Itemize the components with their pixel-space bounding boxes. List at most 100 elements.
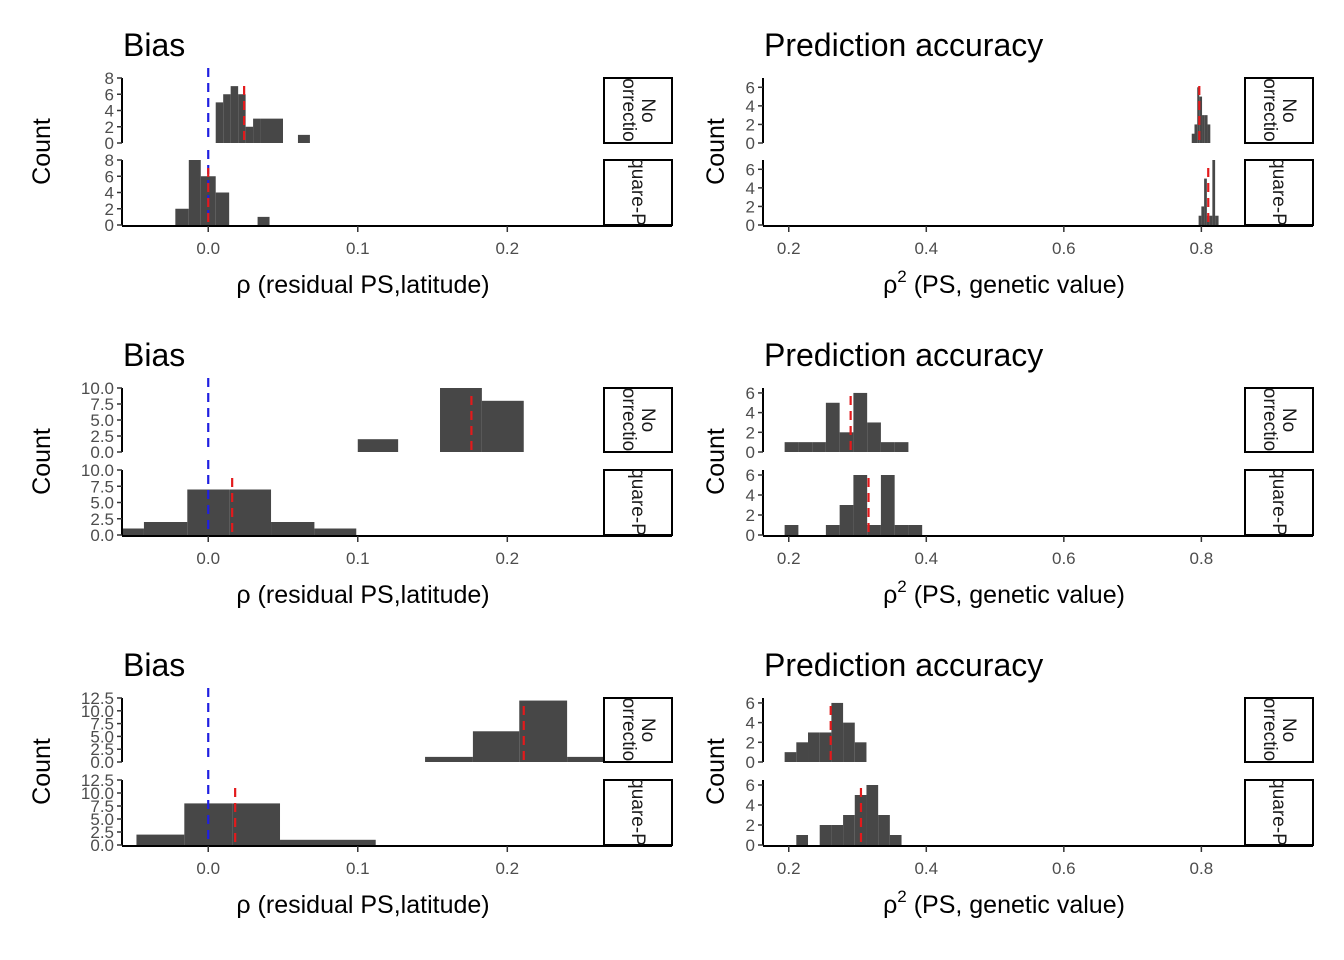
x-tick-label: 0.2 xyxy=(495,239,519,258)
histogram-bar xyxy=(519,700,568,762)
histogram-bar xyxy=(215,192,230,225)
histogram-bar xyxy=(853,392,868,452)
y-tick-label: 4 xyxy=(746,404,755,423)
facet-strip xyxy=(603,159,673,226)
histogram-bar xyxy=(229,489,272,535)
y-tick-label: 8 xyxy=(105,69,114,88)
facet-strip xyxy=(1244,697,1314,763)
y-axis-title: Count xyxy=(28,118,56,185)
facet-strip xyxy=(1244,469,1314,536)
x-tick-label: 0.0 xyxy=(196,239,220,258)
facet-strip xyxy=(603,779,673,846)
histogram-bar xyxy=(223,94,231,143)
histogram-bar xyxy=(825,525,840,535)
y-tick-label: 5.0 xyxy=(90,494,114,513)
facet-strip xyxy=(1244,387,1314,453)
histogram-bar xyxy=(878,815,890,845)
y-tick-label: 4 xyxy=(105,184,114,203)
facet-1: 0.02.55.07.510.012.5 Square-PC xyxy=(81,770,673,855)
histogram-bar xyxy=(297,134,310,143)
y-tick-label: 4 xyxy=(746,179,755,198)
y-tick-label: 2.5 xyxy=(90,427,114,446)
x-tick-label: 0.1 xyxy=(346,549,370,568)
facet-strip-label: Nocorrection xyxy=(1259,378,1299,461)
y-tick-label: 0 xyxy=(746,836,755,855)
histogram-bar xyxy=(819,825,832,845)
x-axis-title: ρ (residual PS,latitude) xyxy=(236,271,489,299)
histogram-bar xyxy=(812,442,826,452)
x-tick-label: 0.2 xyxy=(777,549,801,568)
histogram-bar xyxy=(843,815,855,845)
histogram-bar xyxy=(808,732,820,762)
facet-strip xyxy=(1244,159,1314,226)
histogram-bar xyxy=(1209,215,1213,225)
x-axis-title: ρ2 (PS, genetic value) xyxy=(883,887,1125,919)
x-tick-label: 0.0 xyxy=(196,549,220,568)
facet-strip xyxy=(1244,77,1314,144)
y-tick-label: 0 xyxy=(746,753,755,772)
x-tick-label: 0.6 xyxy=(1052,239,1076,258)
y-tick-label: 0 xyxy=(746,526,755,545)
histogram-bar xyxy=(796,742,809,762)
histogram-bar xyxy=(271,522,315,535)
histogram-bar xyxy=(472,731,520,762)
y-tick-label: 12.5 xyxy=(81,689,114,708)
y-tick-label: 5.0 xyxy=(90,727,114,746)
y-tick-label: 2 xyxy=(746,816,755,835)
x-tick-label: 0.1 xyxy=(346,239,370,258)
facet-0: 0.02.55.07.510.0 Nocorrection xyxy=(81,378,673,462)
x-tick-label: 0.2 xyxy=(777,239,801,258)
histogram-bar xyxy=(215,102,224,143)
y-tick-label: 4 xyxy=(746,714,755,733)
y-tick-label: 10.0 xyxy=(81,784,114,803)
y-tick-label: 5.0 xyxy=(90,411,114,430)
histogram-bar xyxy=(1197,87,1200,143)
x-tick-label: 0.4 xyxy=(914,859,938,878)
histogram-bar xyxy=(867,422,881,452)
panel-title: Bias xyxy=(123,27,185,63)
y-tick-label: 0.0 xyxy=(90,836,114,855)
histogram-bar xyxy=(1191,133,1195,143)
y-axis-title: Count xyxy=(702,428,730,495)
facet-strip xyxy=(603,469,673,536)
facet-strip-label: Square-PC xyxy=(1268,456,1289,550)
y-tick-label: 4 xyxy=(746,796,755,815)
facet-strip xyxy=(1244,779,1314,846)
histogram-bar xyxy=(280,839,376,845)
facet-strip xyxy=(603,77,673,144)
x-axis-title: ρ (residual PS,latitude) xyxy=(236,581,489,609)
panel-title: Prediction accuracy xyxy=(764,647,1043,683)
facet-strip-label: Square-PC xyxy=(1268,766,1289,860)
y-axis-title: Count xyxy=(28,738,56,805)
histogram-bar xyxy=(908,525,923,535)
panel-title: Prediction accuracy xyxy=(764,27,1043,63)
histogram-bar xyxy=(839,505,854,535)
y-tick-label: 10.0 xyxy=(81,379,114,398)
y-tick-label: 6 xyxy=(105,167,114,186)
histogram-bar xyxy=(567,756,603,762)
histogram-bar xyxy=(854,742,867,762)
histogram-bar xyxy=(866,785,879,845)
y-tick-label: 2 xyxy=(105,200,114,219)
y-tick-label: 0 xyxy=(105,216,114,235)
histogram-bar xyxy=(314,528,357,535)
y-tick-label: 2 xyxy=(746,423,755,442)
histogram-bar xyxy=(253,118,261,143)
y-tick-label: 7.5 xyxy=(90,477,114,496)
y-axis-title: Count xyxy=(702,738,730,805)
facet-strip-label: Square-PC xyxy=(627,146,648,240)
x-axis-title: ρ2 (PS, genetic value) xyxy=(883,267,1125,299)
histogram-bar xyxy=(825,402,840,452)
histogram-bar xyxy=(784,442,799,452)
y-tick-label: 4 xyxy=(105,102,114,121)
facet-0: 0.02.55.07.510.012.5 Nocorrection xyxy=(81,688,673,772)
x-tick-label: 0.2 xyxy=(777,859,801,878)
y-tick-label: 0 xyxy=(105,134,114,153)
y-tick-label: 6 xyxy=(746,160,755,179)
